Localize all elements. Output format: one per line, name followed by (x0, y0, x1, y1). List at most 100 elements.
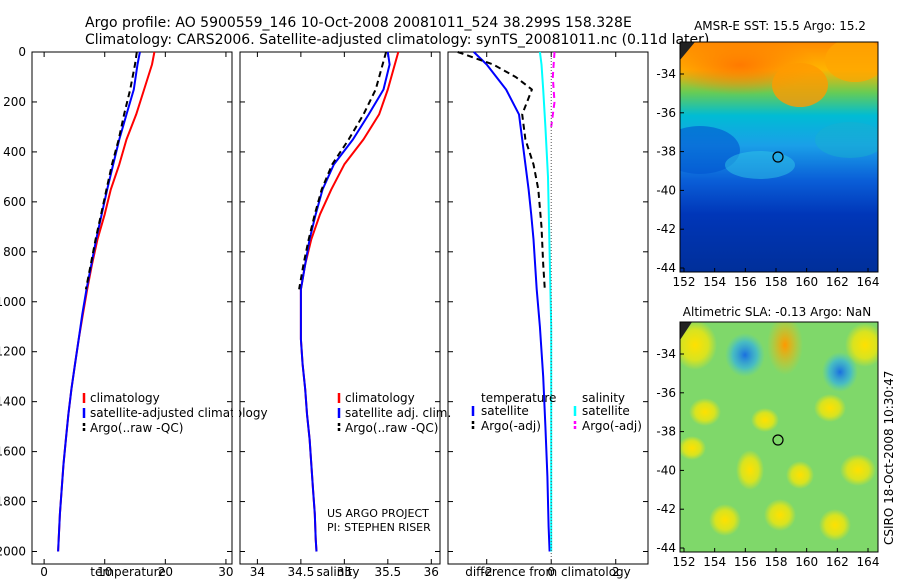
salinity-panel (239, 51, 441, 565)
series-line-argo-raw-qc- (84, 51, 138, 290)
x-tick-label: 36 (424, 565, 439, 579)
x-tick-label: 35 (337, 565, 352, 579)
x-tick-label: 35.5 (374, 565, 401, 579)
legend-sal-satellite: satellite adj. clim. (345, 406, 451, 420)
map-x-tick-label: 164 (857, 555, 880, 569)
sst-map-axes: 152 154 156 158 160 162 164 -34 -36 -38 -40 -42 -44 (656, 67, 879, 289)
map-x-tick-label: 162 (826, 275, 849, 289)
depth-tick-label: 1000 (0, 295, 26, 309)
map-x-tick-label: 156 (734, 555, 757, 569)
series-line-satellite-adjusted-climatology (57, 51, 141, 552)
depth-tick-label: 1800 (0, 495, 26, 509)
project-credit: US ARGO PROJECT (327, 507, 429, 520)
sla-map-frame (679, 321, 879, 553)
sst-map-frame (679, 41, 879, 273)
map-y-tick-label: -34 (656, 347, 676, 361)
salinity-xlabel: salinity (316, 565, 359, 579)
map-y-tick-label: -34 (656, 67, 676, 81)
x-tick-label: 34 (250, 565, 265, 579)
depth-tick-label: 1600 (0, 445, 26, 459)
depth-tick-label: 600 (3, 195, 26, 209)
pi-credit: PI: STEPHEN RISER (327, 521, 431, 534)
legend-diff-sal-satellite: satellite (582, 404, 630, 418)
legend-argo: Argo(..raw -QC) (90, 421, 183, 435)
map-x-tick-label: 162 (826, 555, 849, 569)
sst-map-image (680, 42, 878, 272)
series-line-climatology (299, 51, 400, 552)
x-tick-label: -2 (481, 565, 493, 579)
legend-satellite-adjusted: satellite-adjusted climatology (90, 406, 268, 420)
depth-tick-label: 1400 (0, 395, 26, 409)
map-x-tick-label: 158 (765, 555, 788, 569)
sst-argo-location-marker (772, 151, 784, 163)
difference-legend: temperature salinity satellite Argo(-adj… (471, 391, 642, 433)
series-line-temperature-satellite (473, 51, 551, 552)
map-y-tick-label: -40 (656, 183, 676, 197)
depth-axis: 0 200 400 600 800 1000 1200 1400 1600 1800 2000 (0, 45, 26, 559)
map-y-tick-label: -38 (656, 145, 676, 159)
sst-map-title: AMSR-E SST: 15.5 Argo: 15.2 (694, 19, 866, 33)
csiro-credit: CSIRO 18-Oct-2008 10:30:47 (882, 371, 896, 545)
x-tick-label: 30 (218, 565, 233, 579)
legend-sal-argo: Argo(..raw -QC) (345, 421, 438, 435)
x-tick-label: 2 (612, 565, 620, 579)
depth-tick-label: 800 (3, 245, 26, 259)
series-line-argo-raw-qc- (298, 51, 388, 290)
series-line-climatology (57, 51, 156, 552)
x-tick-label: 0 (40, 565, 48, 579)
header-line-1: Argo profile: AO 5900559_146 10-Oct-2008… (85, 15, 632, 31)
map-y-tick-label: -44 (656, 261, 676, 275)
legend-diff-sal-argo: Argo(-adj) (582, 419, 642, 433)
legend-diff-temp-satellite: satellite (481, 404, 529, 418)
temperature-plot: 0 10 20 30 (32, 51, 234, 579)
map-y-tick-label: -42 (656, 222, 676, 236)
map-x-tick-label: 160 (795, 275, 818, 289)
x-tick-label: 20 (158, 565, 173, 579)
sla-map-title: Altimetric SLA: -0.13 Argo: NaN (683, 305, 871, 319)
x-tick-label: 0 (547, 565, 555, 579)
temperature-xlabel: temperature (90, 565, 165, 579)
series-line-temperature-argo-adj- (457, 51, 546, 290)
map-x-tick-label: 152 (673, 275, 696, 289)
series-line-satellite-adj-clim- (299, 51, 391, 552)
legend-sal-climatology: climatology (345, 391, 415, 405)
temperature-panel (31, 51, 233, 565)
sla-map-axes: 152 154 156 158 160 162 164 -34 -36 -38 -40 -42 -44 (656, 347, 879, 569)
temperature-legend: climatology satellite-adjusted climatolo… (82, 391, 268, 435)
map-y-tick-label: -38 (656, 425, 676, 439)
x-tick-label: 34.5 (288, 565, 315, 579)
legend-climatology: climatology (90, 391, 160, 405)
map-y-tick-label: -36 (656, 386, 676, 400)
depth-tick-label: 400 (3, 145, 26, 159)
depth-tick-label: 0 (18, 45, 26, 59)
map-y-tick-label: -44 (656, 541, 676, 555)
salinity-plot: 34 34.5 35 35.5 36 (240, 51, 440, 579)
map-x-tick-label: 152 (673, 555, 696, 569)
series-line-salinity-satellite (538, 51, 553, 552)
depth-tick-label: 2000 (0, 545, 26, 559)
x-tick-label: 10 (97, 565, 112, 579)
difference-plot: -2 0 2 (448, 51, 648, 579)
header-line-2: Climatology: CARS2006. Satellite-adjuste… (85, 32, 709, 48)
map-y-tick-label: -40 (656, 463, 676, 477)
depth-tick-label: 200 (3, 95, 26, 109)
series-line-salinity-argo-adj- (550, 51, 556, 128)
map-x-tick-label: 160 (795, 555, 818, 569)
map-x-tick-label: 154 (703, 555, 726, 569)
map-y-tick-label: -42 (656, 502, 676, 516)
map-x-tick-label: 158 (765, 275, 788, 289)
difference-xlabel: difference from climatology (465, 565, 631, 579)
legend-salinity-title: salinity (582, 391, 625, 405)
sla-argo-location-marker (772, 434, 784, 446)
legend-temperature-title: temperature (481, 391, 556, 405)
map-x-tick-label: 164 (857, 275, 880, 289)
map-x-tick-label: 156 (734, 275, 757, 289)
depth-tick-label: 1200 (0, 345, 26, 359)
legend-diff-temp-argo: Argo(-adj) (481, 419, 541, 433)
map-x-tick-label: 154 (703, 275, 726, 289)
map-y-tick-label: -36 (656, 106, 676, 120)
sla-map-image (680, 322, 878, 552)
salinity-legend: climatology satellite adj. clim. Argo(..… (337, 391, 451, 435)
difference-panel (447, 51, 649, 565)
